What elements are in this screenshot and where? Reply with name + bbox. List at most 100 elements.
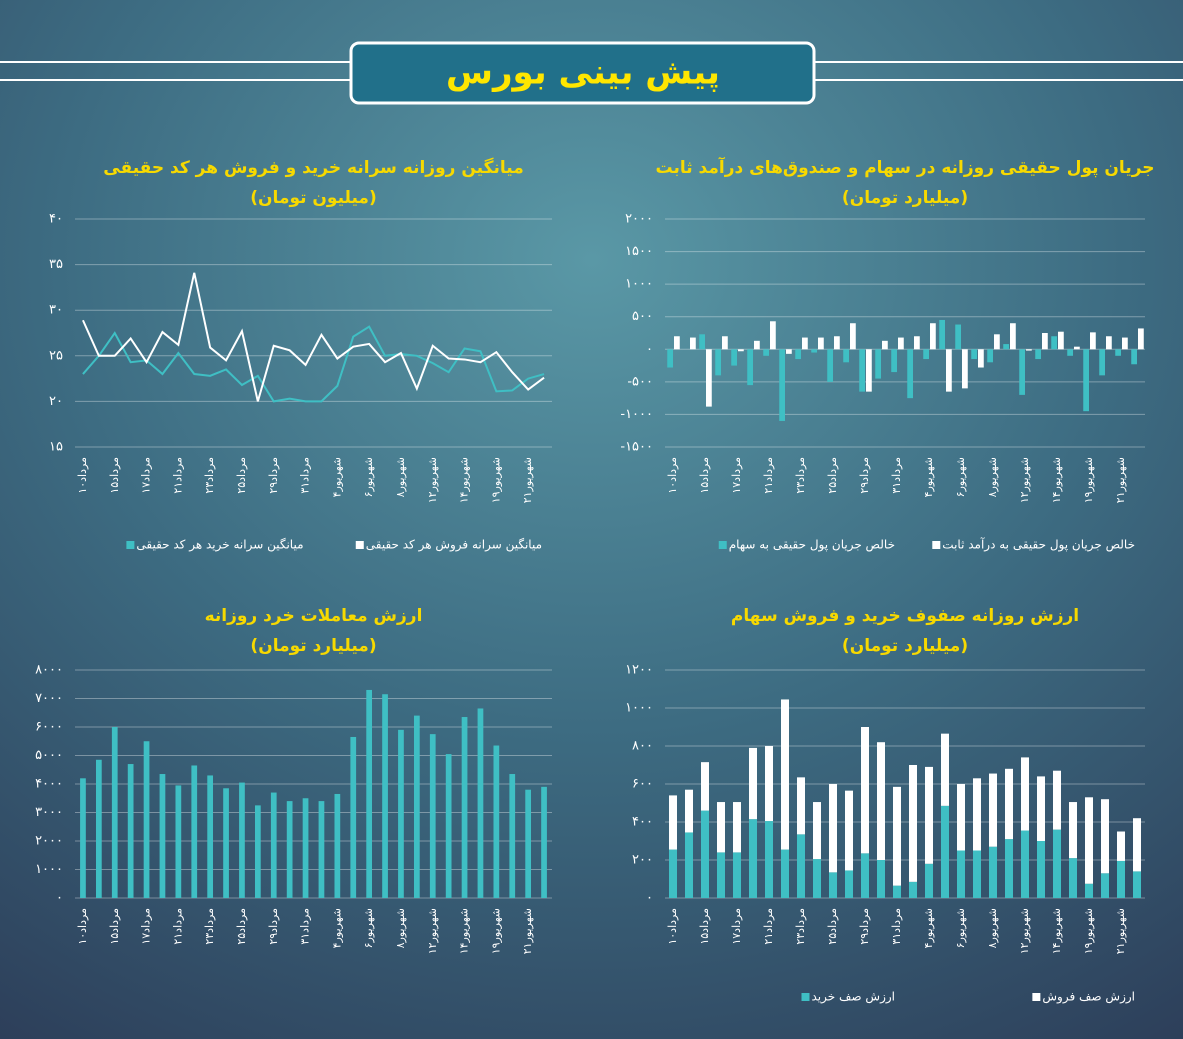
bar	[1005, 768, 1013, 840]
bar	[445, 754, 452, 898]
bar	[701, 810, 709, 898]
bar	[429, 734, 436, 898]
x-tick-label: شهریور۸	[394, 457, 407, 497]
bar	[1019, 349, 1025, 395]
bar	[779, 349, 785, 421]
bar	[955, 324, 961, 350]
bar	[1005, 839, 1013, 898]
bar	[461, 717, 468, 898]
bar	[770, 321, 776, 350]
bar	[80, 778, 86, 898]
legend-swatch	[801, 993, 810, 1001]
x-tick-label: مرداد۳۱	[890, 457, 903, 494]
bar	[813, 802, 821, 860]
bar	[859, 349, 865, 392]
x-tick-label: شهریور۱۴	[1050, 457, 1063, 503]
bar	[861, 727, 869, 854]
bar	[318, 801, 325, 898]
bar	[509, 774, 516, 898]
bar	[763, 349, 769, 356]
bar	[1058, 331, 1064, 350]
bar	[1138, 328, 1144, 350]
legend-swatch	[1032, 993, 1041, 1001]
legend-label: میانگین سرانه فروش هر کد حقیقی	[366, 538, 542, 553]
bar	[909, 881, 917, 898]
bar	[1021, 757, 1029, 831]
bar	[877, 742, 885, 860]
y-tick-label: -۱۰۰۰	[620, 407, 653, 422]
bar	[882, 340, 888, 350]
bar	[747, 349, 753, 386]
y-tick-label: ۳۰۰۰	[35, 805, 63, 820]
bar	[795, 349, 801, 360]
chart-title: جریان پول حقیقی روزانه در سهام و صندوق‌ه…	[655, 156, 1154, 178]
x-tick-label: شهریور۱۹	[1082, 457, 1095, 503]
legend-label: ارزش صف فروش	[1042, 990, 1135, 1005]
bar	[270, 792, 277, 898]
x-tick-label: مرداد۱۵	[698, 457, 711, 494]
bar	[1085, 797, 1093, 884]
bar	[525, 789, 532, 898]
bar	[191, 765, 198, 898]
bar	[286, 801, 293, 898]
x-tick-label: مرداد۱۰	[666, 457, 679, 494]
bar	[1026, 349, 1032, 351]
bar	[754, 340, 760, 350]
bar	[1053, 770, 1061, 830]
bar	[1099, 349, 1105, 376]
y-tick-label: ۶۰۰	[632, 777, 653, 792]
bar	[914, 336, 920, 350]
x-tick-label: شهریور۲۱	[1114, 908, 1127, 954]
x-tick-label: شهریور۲۱	[521, 457, 534, 503]
bar	[797, 777, 805, 835]
bar	[334, 793, 341, 898]
y-tick-label: ۱۰۰۰	[625, 701, 653, 716]
bar	[398, 729, 404, 898]
x-tick-label: شهریور۱۲	[1018, 457, 1031, 503]
bar	[989, 773, 997, 847]
bar	[818, 337, 824, 350]
bar	[95, 759, 102, 898]
x-tick-label: مرداد۱۵	[108, 457, 121, 494]
y-tick-label: ۲۰۰	[632, 853, 653, 868]
y-tick-label: ۸۰۰	[632, 739, 653, 754]
bar	[738, 349, 744, 352]
bar	[962, 349, 968, 389]
bar	[829, 784, 837, 873]
bar	[994, 334, 1000, 350]
x-tick-label: شهریور۴	[330, 908, 343, 948]
bar	[1083, 349, 1089, 412]
bar	[829, 872, 837, 898]
x-tick-label: شهریور۸	[394, 908, 407, 948]
bar	[1021, 830, 1029, 898]
bar	[667, 349, 673, 368]
x-tick-label: شهریور۸	[986, 457, 999, 497]
x-tick-label: شهریور۴	[922, 908, 935, 948]
bar	[781, 849, 789, 898]
x-tick-label: مرداد۳۱	[890, 908, 903, 945]
bar	[971, 349, 977, 360]
legend-label: خالص جریان پول حقیقی به درآمد ثابت	[942, 537, 1135, 553]
bar	[898, 337, 904, 350]
x-tick-label: مرداد۱۷	[730, 457, 743, 494]
legend-label: ارزش صف خرید	[812, 990, 896, 1005]
bar	[685, 789, 693, 833]
line	[82, 325, 545, 403]
x-tick-label: مرداد۲۹	[858, 457, 871, 494]
bar	[715, 349, 721, 376]
line	[82, 272, 545, 402]
bar	[749, 747, 757, 820]
x-tick-label: مرداد۲۳	[203, 908, 216, 945]
x-tick-label: مرداد۳۱	[299, 908, 312, 945]
bar	[239, 782, 245, 898]
bar	[1037, 776, 1045, 841]
bar	[1085, 883, 1093, 898]
y-tick-label: ۱۵۰۰	[625, 244, 653, 259]
bar	[781, 699, 789, 850]
bar	[893, 786, 901, 886]
x-tick-label: شهریور۱۲	[426, 908, 439, 954]
x-tick-label: مرداد۱۷	[730, 908, 743, 945]
y-tick-label: ۴۰	[49, 212, 63, 227]
bar	[717, 852, 725, 898]
